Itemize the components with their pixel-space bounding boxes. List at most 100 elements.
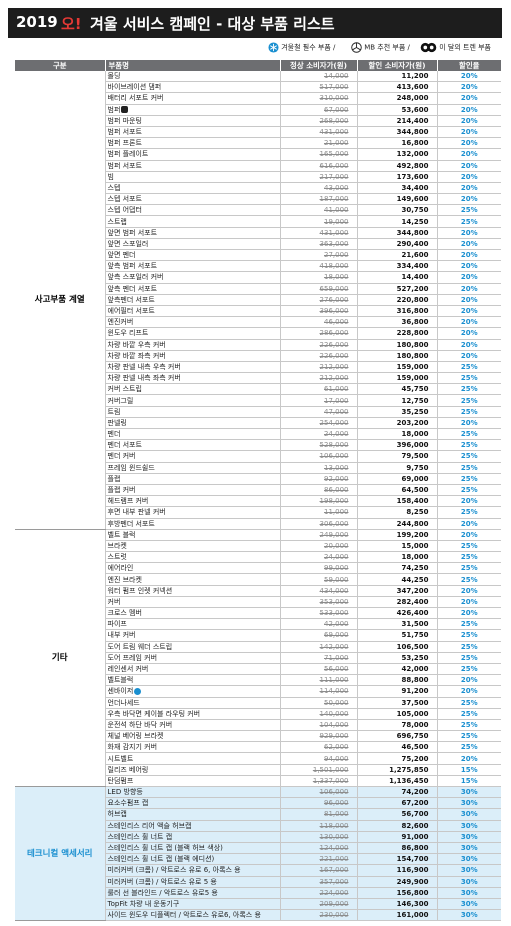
discount-price-cell: 8,250: [357, 506, 438, 519]
discount-price-cell: 74,250: [357, 562, 438, 575]
discount-price-cell: 82,600: [357, 820, 438, 832]
part-name-text: 미러커버 (크롬) / 악트로스 유로 5 용: [107, 877, 217, 886]
table-row: 시트벨트 94,000 75,200 20%: [15, 752, 501, 765]
part-name-text: 바이브레이션 댐퍼: [107, 83, 162, 92]
discount-price-text: 51,750: [401, 631, 429, 640]
discount-price-cell: 344,800: [357, 227, 438, 239]
discount-price-text: 146,300: [396, 899, 429, 908]
discount-price-cell: 413,600: [357, 81, 438, 94]
regular-price-cell: 106,000: [280, 450, 358, 463]
part-name-text: 범퍼 플레이트: [107, 150, 149, 159]
discount-rate-cell: 20%: [437, 137, 501, 150]
part-name-text: 커버: [107, 597, 121, 606]
discount-rate-cell: 25%: [437, 663, 501, 676]
discount-price-text: 18,000: [401, 553, 429, 562]
discount-rate-cell: 20%: [437, 92, 501, 105]
discount-rate-cell: 20%: [437, 148, 501, 161]
regular-price-text: 17,000: [324, 396, 349, 405]
part-name-text: 스텝 어댑터: [107, 206, 142, 215]
regular-price-text: 27,000: [324, 251, 349, 260]
regular-price-text: 20,000: [324, 541, 349, 550]
table-row: 범퍼 서포트 431,000 344,800 20%: [15, 126, 501, 139]
part-name-cell: 플랩 커버: [105, 484, 281, 497]
regular-price-text: 396,000: [319, 307, 349, 316]
regular-price-text: 434,000: [319, 586, 349, 595]
regular-price-text: 14,000: [324, 72, 349, 81]
discount-price-text: 1,275,850: [389, 765, 429, 774]
table-row: 요소수펌프 캡 96,000 67,200 30%: [15, 797, 501, 810]
part-name-cell: 스트랩: [105, 215, 281, 228]
discount-rate-text: 20%: [460, 318, 478, 327]
discount-rate-cell: 25%: [437, 406, 501, 418]
discount-rate-text: 30%: [460, 855, 478, 864]
discount-price-text: 173,600: [396, 172, 429, 181]
discount-rate-text: 30%: [460, 866, 478, 875]
discount-rate-text: 25%: [460, 698, 478, 707]
table-row: 차량 바깥 우측 커버 226,000 180,800 20%: [15, 339, 501, 351]
discount-rate-text: 15%: [460, 765, 478, 774]
regular-price-cell: 94,000: [280, 752, 358, 765]
discount-price-text: 344,800: [396, 128, 429, 137]
mercedes-star-icon: [351, 42, 362, 53]
discount-price-text: 344,800: [396, 228, 429, 237]
part-name-cell: 엔진커버: [105, 316, 281, 329]
discount-price-text: 37,500: [401, 698, 429, 707]
regular-price-text: 226,000: [319, 340, 349, 349]
table-row: 플랩 92,000 69,000 25%: [15, 473, 501, 485]
regular-price-cell: 434,000: [280, 585, 358, 597]
header-regular-price: 정상 소비자가(원): [280, 60, 358, 71]
table-row: 스트랩 19,000 14,250 25%: [15, 215, 501, 228]
discount-price-text: 220,800: [396, 295, 429, 304]
part-name-cell: 스텝 서포트: [105, 193, 281, 206]
part-name-text: 벨트 블럭: [107, 530, 136, 539]
discount-price-text: 69,000: [401, 474, 429, 483]
discount-price-cell: 161,000: [357, 909, 438, 922]
discount-rate-text: 30%: [460, 899, 478, 908]
regular-price-text: 310,000: [319, 94, 349, 103]
table-row: 펜더 커버 106,000 79,500 25%: [15, 450, 501, 463]
table-row: 범퍼 프론트 21,000 16,800 20%: [15, 137, 501, 150]
part-name-text: 스테인리스 휠 너트 캡: [107, 832, 173, 841]
discount-price-cell: 30,750: [357, 204, 438, 217]
part-name-cell: 헤드램프 커버: [105, 495, 281, 508]
table-row: 브라켓 20,000 15,000 25%: [15, 540, 501, 553]
discount-rate-text: 20%: [460, 329, 478, 338]
part-name-text: 도어 트림 웨더 스트립: [107, 642, 173, 651]
discount-price-text: 14,250: [401, 217, 429, 226]
part-name-cell: 브라켓: [105, 540, 281, 553]
discount-rate-text: 20%: [460, 676, 478, 685]
regular-price-cell: 249,000: [280, 529, 358, 541]
regular-price-cell: 96,000: [280, 797, 358, 810]
regular-price-cell: 20,000: [280, 540, 358, 553]
discount-price-cell: 347,200: [357, 585, 438, 597]
discount-price-cell: 203,200: [357, 417, 438, 430]
discount-rate-cell: 30%: [437, 876, 501, 888]
regular-price-cell: 396,000: [280, 305, 358, 318]
discount-rate-text: 30%: [460, 810, 478, 819]
table-row: 앞면 펜더 27,000 21,600 20%: [15, 249, 501, 262]
discount-price-text: 149,600: [396, 195, 429, 204]
regular-price-text: 18,000: [324, 273, 349, 282]
part-name-text: 언더나세드: [107, 698, 140, 707]
table-row: 워터 펌프 인렛 커넥션 434,000 347,200 20%: [15, 585, 501, 597]
discount-price-cell: 35,250: [357, 406, 438, 418]
title-year: 2019: [16, 13, 58, 31]
regular-price-cell: 187,000: [280, 193, 358, 206]
part-name-cell: 레인센서 커버: [105, 663, 281, 676]
discount-rate-text: 30%: [460, 911, 478, 920]
discount-price-text: 1,136,450: [389, 776, 429, 785]
regular-price-cell: 431,000: [280, 227, 358, 239]
regular-price-text: 47,000: [324, 407, 349, 416]
part-name-text: 체널 베어링 브라켓: [107, 732, 164, 741]
discount-rate-cell: 20%: [437, 283, 501, 295]
table-row: 펜더 24,000 18,000 25%: [15, 428, 501, 441]
part-name-cell: 플랩: [105, 473, 281, 485]
table-row: 스텝 43,000 34,400 20%: [15, 182, 501, 195]
discount-price-cell: 45,750: [357, 383, 438, 396]
regular-price-cell: 11,000: [280, 506, 358, 519]
discount-price-cell: 105,000: [357, 708, 438, 720]
regular-price-cell: 929,000: [280, 730, 358, 743]
discount-price-cell: 396,000: [357, 439, 438, 452]
regular-price-text: 1,501,000: [312, 765, 349, 774]
discount-price-cell: 12,750: [357, 394, 438, 407]
